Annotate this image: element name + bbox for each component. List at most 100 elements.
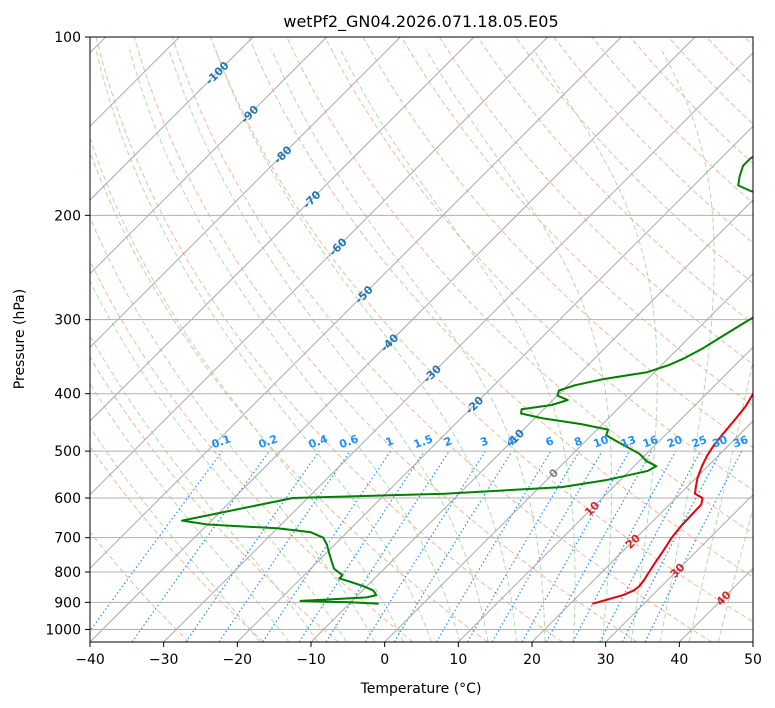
mixing-ratio-label: 16 (641, 433, 660, 451)
mixing-ratio-line (521, 450, 631, 642)
moist-adiabat (90, 136, 404, 642)
dry-adiabat (171, 37, 712, 642)
mixing-ratio-label: 1 (384, 434, 396, 449)
isotherm-line (236, 125, 753, 642)
y-tick-label: 1000 (45, 622, 81, 638)
isotherm-line (310, 199, 753, 642)
mixing-ratio-line (185, 450, 320, 642)
pressure-gridlines (90, 37, 753, 630)
y-axis-ticks: 100 200 300 400 500 600 700 800 900 1000 (45, 30, 90, 638)
dry-adiabat (90, 356, 339, 642)
isotherm-line (90, 37, 549, 496)
x-tick-label: −30 (149, 652, 179, 668)
moist-adiabat (90, 334, 319, 642)
isotherm-line (605, 493, 753, 642)
mixing-ratio-label: 13 (619, 433, 638, 450)
mixing-ratio-label: 4 (505, 434, 517, 449)
mixing-ratio-label: 20 (665, 433, 684, 451)
mixing-ratio-label: 0.4 (307, 432, 330, 451)
dry-adiabat (90, 531, 190, 642)
mixing-ratio-label: 0.6 (338, 432, 361, 451)
profile-series (181, 155, 753, 605)
moist-adiabat (533, 49, 658, 642)
dry-adiabat (90, 150, 488, 642)
dry-adiabat (95, 37, 563, 642)
moist-adiabat (688, 358, 753, 642)
mixing-ratio-label: 8 (572, 434, 584, 449)
x-tick-label: 0 (380, 652, 389, 668)
moist-adiabat (717, 507, 753, 642)
isotherm-line (457, 346, 753, 642)
mixing-ratio-label: 10 (592, 433, 611, 451)
y-tick-label: 200 (54, 208, 81, 224)
dewpoint-profile (181, 155, 753, 605)
isotherm-line (90, 37, 401, 349)
mixing-ratio-line (90, 450, 223, 632)
dry-adiabat (438, 37, 753, 366)
y-tick-label: 100 (54, 30, 81, 46)
mixing-ratio-label: 36 (731, 433, 750, 451)
moist-adiabat (95, 49, 432, 642)
mixing-ratio-line (218, 450, 351, 642)
moist-adiabat (215, 49, 517, 642)
moist-adiabat (659, 49, 715, 642)
dry-adiabat (90, 445, 264, 642)
y-tick-label: 900 (54, 595, 81, 611)
isotherm-line (163, 51, 753, 642)
mixing-ratio-line (644, 450, 743, 642)
x-axis-ticks: −40 −30 −20 −10 0 10 20 30 40 50 (75, 642, 762, 668)
mixing-ratio-label: 0.2 (257, 432, 280, 451)
isotherm-line (384, 272, 753, 642)
dry-adiabat (515, 37, 753, 284)
mixing-ratio-line (572, 450, 677, 642)
x-tick-label: 30 (597, 652, 615, 668)
background-lines (90, 37, 753, 642)
x-tick-label: 50 (744, 652, 762, 668)
isotherm-line (90, 37, 622, 570)
y-tick-label: 300 (54, 313, 81, 329)
y-tick-label: 700 (54, 531, 81, 547)
isotherm-line (531, 420, 753, 642)
x-tick-label: −40 (75, 652, 105, 668)
chart-title: wetPf2_GN04.2026.071.18.05.E05 (283, 12, 558, 32)
plot-frame (89, 36, 754, 643)
temperature-profile (592, 392, 753, 605)
y-axis-label: Pressure (hPa) (12, 289, 28, 389)
x-tick-label: 20 (523, 652, 541, 668)
moist-adiabat (168, 49, 489, 642)
moist-adiabat (129, 49, 461, 642)
mixing-ratio-label: 3 (478, 434, 490, 449)
x-tick-label: 10 (449, 652, 467, 668)
mixing-ratio-line (545, 450, 653, 642)
mixing-ratio-label: 25 (690, 433, 709, 450)
x-axis-label: Temperature (°C) (360, 681, 482, 697)
y-tick-label: 800 (54, 565, 81, 581)
mixing-ratio-label: 6 (544, 434, 556, 449)
x-tick-label: 40 (670, 652, 688, 668)
isotherm-line (90, 37, 254, 201)
moist-adiabat (339, 49, 576, 642)
mixing-ratio-label: 30 (710, 433, 729, 451)
dry-adiabat (400, 37, 753, 407)
x-tick-label: −10 (296, 652, 326, 668)
mixing-ratio-label: 0.1 (210, 432, 233, 451)
dry-adiabat (248, 37, 753, 578)
moist-adiabat (90, 216, 376, 642)
y-tick-label: 400 (54, 387, 81, 403)
mixing-ratio-line (131, 450, 270, 642)
mixing-ratio-line (393, 450, 513, 642)
y-tick-label: 600 (54, 491, 81, 507)
mixing-ratio-line (325, 450, 450, 642)
dry-adiabat (133, 37, 638, 642)
mixing-ratio-label: 1.5 (412, 432, 435, 451)
dry-adiabat (324, 37, 753, 491)
y-tick-label: 500 (54, 444, 81, 460)
isotherm-line (90, 37, 475, 422)
isotherm-line (90, 37, 696, 642)
mixing-ratio-line (262, 450, 392, 642)
isotherm-line (90, 37, 328, 275)
x-tick-label: −20 (223, 652, 253, 668)
mixing-ratio-label: 2 (442, 434, 454, 449)
